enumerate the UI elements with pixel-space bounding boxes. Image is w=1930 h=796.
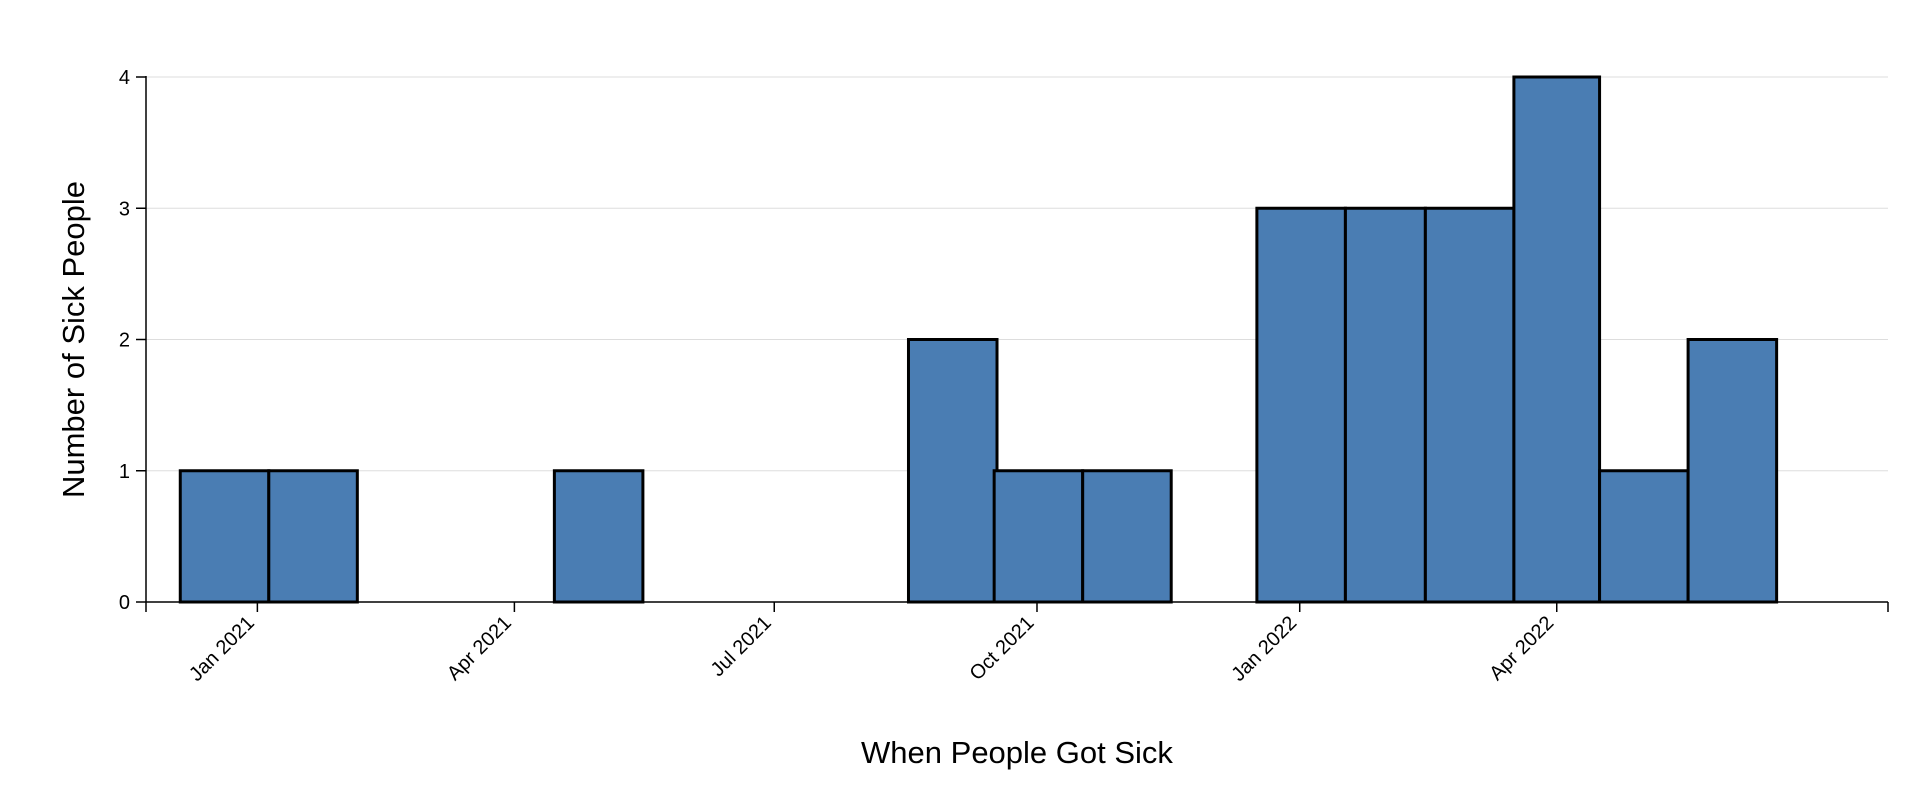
histogram-bar xyxy=(552,469,645,604)
x-axis-ticks: Jan 2021 Apr 2021 Jul 2021 Oct 2021 Jan 2022… xyxy=(185,602,1558,686)
x-tick-label: Jul 2021 xyxy=(707,612,776,681)
y-tick-label: 1 xyxy=(119,461,130,483)
y-tick-label: 3 xyxy=(119,198,130,220)
x-tick-label: Oct 2021 xyxy=(966,612,1039,685)
histogram-bar xyxy=(992,469,1085,604)
y-tick-label: 0 xyxy=(119,592,130,614)
histogram-bar xyxy=(1512,75,1602,604)
x-tick-label: Jan 2022 xyxy=(1228,612,1302,686)
y-axis-title: Number of Sick People xyxy=(56,181,91,498)
histogram-bar xyxy=(1343,206,1427,604)
grid-lines xyxy=(146,76,1888,472)
x-axis-title: When People Got Sick xyxy=(861,735,1173,770)
histogram-bar xyxy=(1423,206,1516,604)
y-tick-label: 4 xyxy=(119,67,130,89)
histogram-bar xyxy=(1686,338,1779,604)
histogram-bar xyxy=(1598,469,1690,604)
y-axis-ticks: 0 1 2 3 4 xyxy=(119,67,146,614)
histogram-bar xyxy=(906,338,999,604)
histogram-bar xyxy=(267,469,359,604)
histogram-bar xyxy=(178,469,271,604)
x-tick-label: Jan 2021 xyxy=(185,612,259,686)
histogram-bar xyxy=(1255,206,1347,604)
y-tick-label: 2 xyxy=(119,330,130,352)
x-tick-label: Apr 2021 xyxy=(443,612,516,685)
bars xyxy=(178,75,1779,604)
x-tick-label: Apr 2022 xyxy=(1485,612,1558,685)
histogram-bar xyxy=(1081,469,1173,604)
